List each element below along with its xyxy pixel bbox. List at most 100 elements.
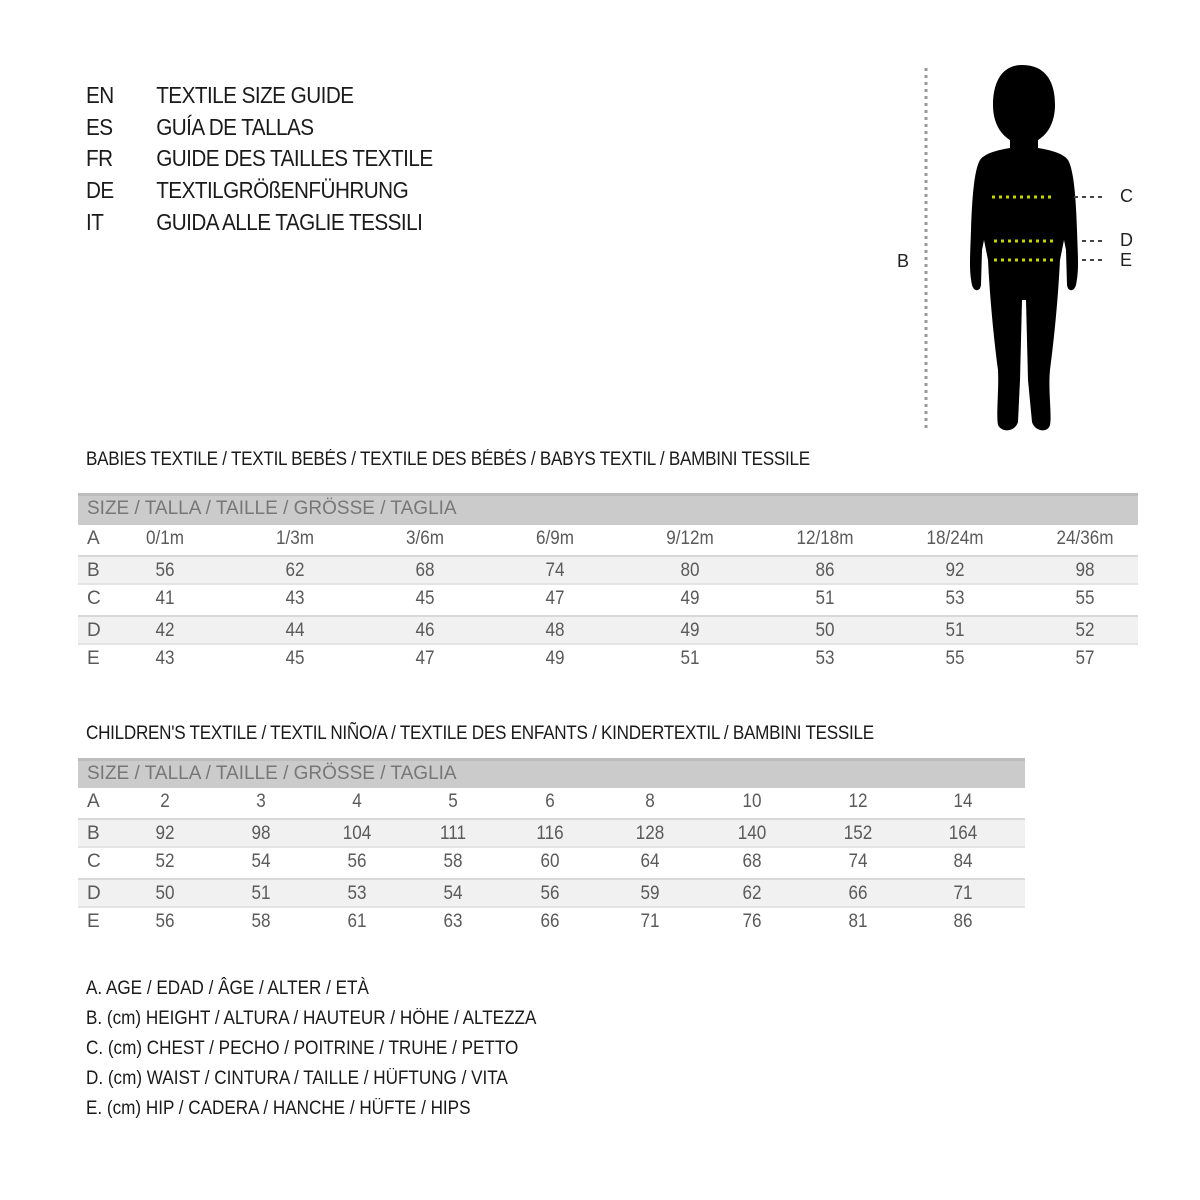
table-cell: 58 <box>251 911 271 932</box>
lang-code: FR <box>86 145 113 171</box>
table-cell: 41 <box>155 588 175 609</box>
table-cell: 92 <box>155 823 175 844</box>
table-cell: 71 <box>640 911 660 932</box>
title-fr: FR GUIDE DES TAILLES TEXTILE <box>86 145 433 172</box>
table-cell: 49 <box>545 648 565 669</box>
table-cell: 5 <box>448 791 458 812</box>
table-cell: 14 <box>953 791 973 812</box>
table-cell: 60 <box>540 851 560 872</box>
table-cell: 62 <box>285 560 305 581</box>
table-row: C 41 43 45 47 49 51 53 55 <box>78 585 1138 615</box>
table-cell: 63 <box>443 911 463 932</box>
table-header: SIZE / TALLA / TAILLE / GRÖSSE / TAGLIA <box>78 493 1138 525</box>
table-cell: 84 <box>953 851 973 872</box>
table-row: A 2 3 4 5 6 8 10 12 14 <box>78 788 1025 818</box>
table-cell: 53 <box>945 588 965 609</box>
table-cell: 51 <box>680 648 700 669</box>
row-label: A <box>87 528 100 549</box>
table-cell: 68 <box>415 560 435 581</box>
label-d: D <box>1120 230 1133 250</box>
table-cell: 9/12m <box>666 528 714 549</box>
title-en: EN TEXTILE SIZE GUIDE <box>86 82 354 109</box>
table-cell: 68 <box>742 851 762 872</box>
row-label: A <box>87 791 100 812</box>
table-cell: 104 <box>342 823 372 844</box>
table-cell: 3/6m <box>405 528 445 549</box>
table-cell: 152 <box>843 823 873 844</box>
table-cell: 3 <box>256 791 266 812</box>
table-row: B 92 98 104 111 116 128 140 152 164 <box>78 818 1025 848</box>
table-cell: 49 <box>680 588 700 609</box>
children-section-title: CHILDREN'S TEXTILE / TEXTIL NIÑO/A / TEX… <box>86 723 874 744</box>
row-label: B <box>87 823 100 844</box>
table-cell: 52 <box>155 851 175 872</box>
table-cell: 18/24m <box>926 528 984 549</box>
table-cell: 24/36m <box>1056 528 1114 549</box>
table-cell: 62 <box>742 883 762 904</box>
row-label: D <box>87 883 101 904</box>
table-cell: 6/9m <box>535 528 575 549</box>
title-es: ES GUÍA DE TALLAS <box>86 114 314 141</box>
table-cell: 51 <box>815 588 835 609</box>
table-cell: 81 <box>848 911 868 932</box>
table-row: D 50 51 53 54 56 59 62 66 71 <box>78 878 1025 908</box>
table-row: C 52 54 56 58 60 64 68 74 84 <box>78 848 1025 878</box>
lang-code: DE <box>86 177 114 203</box>
lang-code: EN <box>86 82 114 108</box>
row-label: B <box>87 560 100 581</box>
table-cell: 116 <box>536 823 564 844</box>
title-text: GUIDA ALLE TAGLIE TESSILI <box>156 209 423 235</box>
table-cell: 51 <box>251 883 271 904</box>
table-cell: 66 <box>848 883 868 904</box>
table-cell: 12 <box>848 791 868 812</box>
legend-item-b: B. (cm) HEIGHT / ALTURA / HAUTEUR / HÖHE… <box>86 1008 537 1029</box>
table-cell: 53 <box>347 883 367 904</box>
child-silhouette-icon <box>924 65 1106 432</box>
table-cell: 59 <box>640 883 660 904</box>
table-cell: 55 <box>1075 588 1095 609</box>
row-label: C <box>87 588 101 609</box>
table-cell: 0/1m <box>145 528 185 549</box>
label-c: C <box>1120 186 1133 206</box>
table-cell: 55 <box>945 648 965 669</box>
title-text: TEXTILGRÖßENFÜHRUNG <box>156 177 409 203</box>
table-cell: 56 <box>347 851 367 872</box>
table-cell: 80 <box>680 560 700 581</box>
table-cell: 6 <box>545 791 555 812</box>
table-cell: 71 <box>953 883 973 904</box>
table-cell: 66 <box>540 911 560 932</box>
lang-code: IT <box>86 209 104 235</box>
table-cell: 54 <box>251 851 271 872</box>
table-cell: 48 <box>545 620 565 641</box>
table-cell: 74 <box>545 560 565 581</box>
table-cell: 98 <box>1075 560 1095 581</box>
table-row: E 56 58 61 63 66 71 76 81 86 <box>78 908 1025 938</box>
table-cell: 52 <box>1075 620 1095 641</box>
table-cell: 43 <box>155 648 175 669</box>
table-cell: 45 <box>415 588 435 609</box>
row-label: C <box>87 851 101 872</box>
table-cell: 128 <box>635 823 665 844</box>
table-cell: 2 <box>160 791 170 812</box>
babies-section-title: BABIES TEXTILE / TEXTIL BEBÉS / TEXTILE … <box>86 449 810 470</box>
table-cell: 45 <box>285 648 305 669</box>
table-cell: 42 <box>155 620 175 641</box>
table-cell: 47 <box>415 648 435 669</box>
table-cell: 51 <box>945 620 965 641</box>
table-row: D 42 44 46 48 49 50 51 52 <box>78 615 1138 645</box>
lang-code: ES <box>86 114 113 140</box>
row-label: D <box>87 620 101 641</box>
table-cell: 49 <box>680 620 700 641</box>
legend-item-e: E. (cm) HIP / CADERA / HANCHE / HÜFTE / … <box>86 1098 471 1119</box>
table-cell: 56 <box>155 911 175 932</box>
title-text: TEXTILE SIZE GUIDE <box>156 82 354 108</box>
table-cell: 53 <box>815 648 835 669</box>
table-cell: 1/3m <box>275 528 315 549</box>
table-cell: 50 <box>815 620 835 641</box>
row-label: E <box>87 648 100 669</box>
table-cell: 64 <box>640 851 660 872</box>
table-cell: 164 <box>948 823 978 844</box>
legend-item-a: A. AGE / EDAD / ÂGE / ALTER / ETÀ <box>86 978 369 999</box>
table-row: A 0/1m 1/3m 3/6m 6/9m 9/12m 12/18m 18/24m 24/36m <box>78 525 1138 555</box>
table-cell: 74 <box>848 851 868 872</box>
